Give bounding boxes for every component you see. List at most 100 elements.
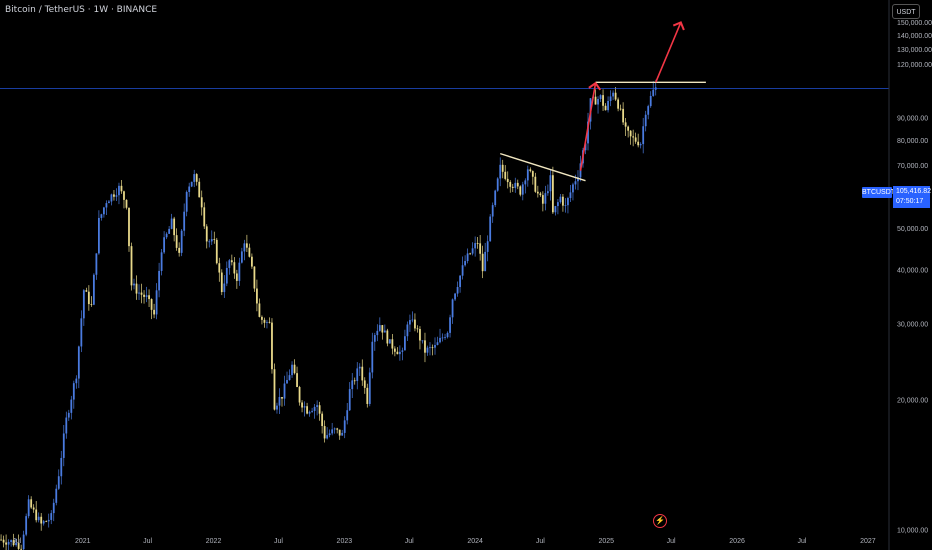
candle-body: [175, 235, 178, 248]
candle: [188, 182, 191, 197]
candle: [464, 255, 467, 267]
candle: [235, 269, 238, 289]
candle-body: [316, 405, 319, 407]
candle: [10, 539, 13, 547]
candle: [67, 409, 70, 421]
candle: [160, 248, 163, 276]
candle-body: [368, 372, 371, 404]
candle-body: [401, 350, 404, 352]
price-tick-label: 80,000.00: [897, 138, 928, 145]
candle-body: [639, 144, 642, 146]
candle: [256, 279, 258, 312]
candle: [607, 96, 609, 113]
candle-body: [323, 426, 326, 439]
candle: [353, 377, 356, 385]
candle: [155, 283, 158, 320]
candle-body: [434, 345, 436, 348]
candle: [213, 231, 216, 244]
candle: [491, 202, 494, 223]
candle: [484, 242, 487, 272]
candle-body: [338, 429, 341, 436]
candle: [153, 303, 155, 319]
candle-body: [391, 339, 394, 349]
candle-body: [499, 164, 502, 179]
candle-body: [258, 303, 261, 317]
candle: [446, 331, 449, 339]
candle: [534, 172, 537, 193]
lightning-icon[interactable]: ⚡: [653, 514, 667, 528]
candle-body: [82, 290, 85, 319]
candle: [27, 495, 30, 519]
candle-body: [303, 406, 306, 408]
price-axis: 10,000.00 20,000.00 30,000.00 40,000.00 50,0…: [888, 0, 932, 550]
candle: [639, 142, 642, 149]
candle: [316, 400, 319, 416]
currency-button[interactable]: USDT: [892, 4, 920, 19]
candle-body: [404, 336, 406, 351]
candle: [100, 213, 103, 221]
candle: [597, 96, 599, 114]
candle: [351, 373, 354, 399]
candle-body: [15, 543, 18, 546]
candle: [378, 317, 381, 332]
candle-body: [594, 96, 597, 105]
candle: [629, 130, 632, 145]
candle: [218, 257, 221, 282]
candle-body: [546, 191, 549, 194]
candle: [240, 247, 243, 264]
candle-body: [371, 341, 374, 373]
candle: [594, 89, 597, 105]
candle: [158, 262, 160, 298]
candle-body: [278, 397, 281, 406]
candle: [42, 519, 45, 526]
candle-body: [153, 309, 155, 315]
target-arrow: [654, 21, 685, 83]
candle-body: [190, 181, 193, 187]
candle-body: [215, 239, 218, 264]
candle: [328, 429, 331, 438]
candle-body: [416, 328, 419, 330]
candle: [135, 275, 138, 300]
candle: [541, 191, 544, 212]
candle: [421, 340, 424, 344]
candle: [32, 504, 35, 513]
candle-body: [414, 319, 416, 329]
candle: [449, 314, 451, 338]
time-tick-label: Jul: [405, 538, 414, 545]
candle-body: [163, 237, 166, 253]
candle: [87, 285, 90, 311]
candle: [331, 422, 334, 436]
candle: [175, 228, 178, 251]
candle: [326, 427, 329, 440]
candle: [383, 324, 386, 333]
candle: [444, 333, 446, 340]
candle: [40, 513, 43, 531]
time-tick-label: Jul: [536, 538, 545, 545]
candle-body: [491, 205, 494, 217]
candle-body: [519, 186, 522, 195]
candle: [619, 104, 622, 111]
candle-body: [92, 274, 95, 305]
candle: [434, 337, 436, 355]
candle-body: [70, 399, 73, 413]
candle-body: [469, 253, 472, 255]
bar-countdown: 07:50:17: [896, 198, 924, 205]
time-axis: Jul 2021 Jul 2022 Jul 2023 Jul 2024 Jul 2025 Jul 20…: [12, 538, 875, 545]
candle-body: [261, 316, 263, 320]
candle: [338, 429, 341, 440]
candle-body: [398, 351, 401, 355]
candle: [105, 200, 108, 216]
candle: [479, 235, 482, 261]
candle-body: [549, 175, 552, 192]
candle: [303, 401, 306, 417]
candle: [622, 102, 625, 125]
candle: [296, 366, 298, 388]
candle-body: [574, 181, 577, 185]
candle-body: [123, 191, 125, 200]
candle: [489, 214, 492, 242]
candle-body: [361, 366, 364, 381]
candle-body: [308, 411, 311, 414]
candle-body: [168, 228, 171, 234]
candle: [401, 347, 404, 361]
